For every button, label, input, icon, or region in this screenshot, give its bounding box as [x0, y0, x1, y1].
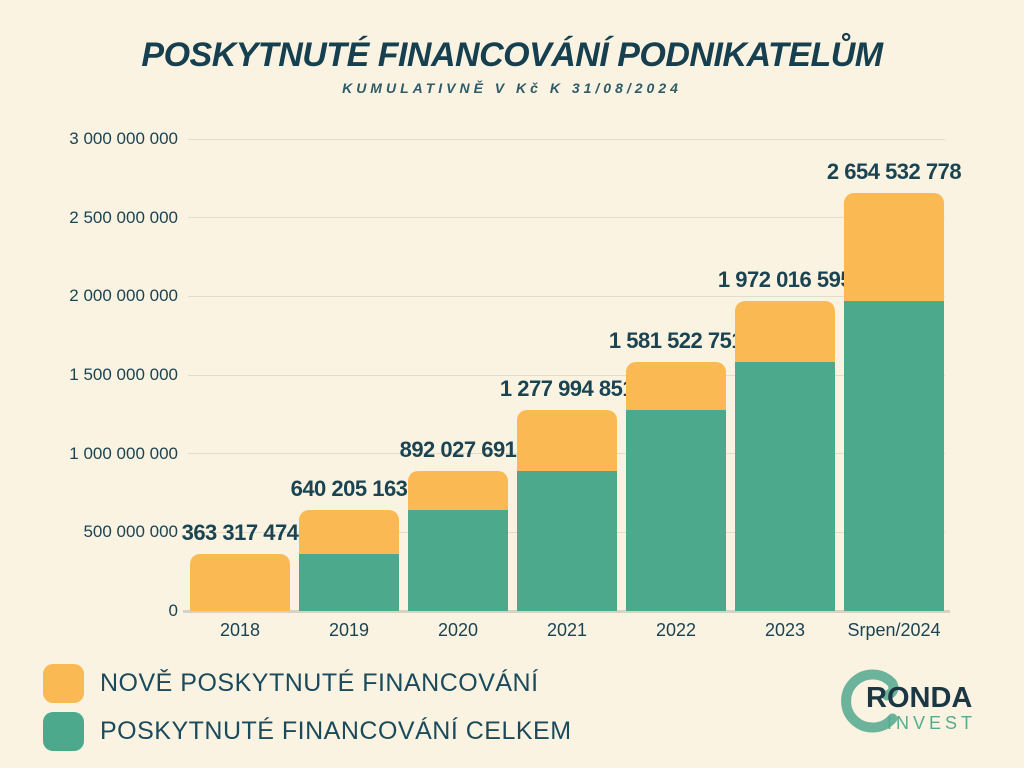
- gridline-2000000000: [188, 295, 945, 297]
- bar-value-label: 640 205 163: [290, 476, 408, 502]
- logo-subname: INVEST: [887, 713, 977, 733]
- x-axis-line: [183, 610, 950, 613]
- bar-group-2019: 640 205 163: [291, 139, 408, 611]
- legend-label-total-financing: POSKYTNUTÉ FINANCOVÁNÍ CELKEM: [100, 717, 572, 745]
- bar-segment-new-financing: [844, 193, 944, 301]
- bar-value-label: 1 972 016 595: [717, 266, 853, 292]
- legend: NOVĚ POSKYTNUTÉ FINANCOVÁNÍ POSKYTNUTÉ F…: [43, 664, 572, 760]
- gridline-2500000000: [188, 217, 945, 219]
- bar-group-2022: 1 581 522 751: [609, 139, 744, 611]
- y-axis: 0 500 000 000 1 000 000 000 1 500 000 000 2 …: [0, 129, 178, 620]
- gridline-1500000000: [188, 374, 945, 376]
- y-axis-tick-label: 1 000 000 000: [69, 443, 178, 463]
- y-axis-tick-label: 0: [168, 601, 178, 620]
- bar-group-2021: 1 277 994 851: [500, 139, 635, 611]
- bar-segment-new-financing: [626, 362, 726, 410]
- bar-group-2018: 363 317 474: [182, 139, 299, 611]
- chart-subtitle: KUMULATIVNĚ V Kč K 31/08/2024: [342, 80, 682, 96]
- y-axis-tick-label: 2 000 000 000: [69, 286, 178, 306]
- plot-area: 363 317 474 2018 640 205 163 2019 892 027 69…: [182, 138, 962, 640]
- y-axis-tick-label: 1 500 000 000: [69, 365, 178, 384]
- bar-segment-total-financing: [299, 553, 399, 611]
- bar-segment-new-financing: [517, 409, 617, 471]
- bar-segment-total-financing: [735, 362, 835, 611]
- legend-swatch-total-financing-icon: [43, 712, 84, 751]
- logo-name: RONDA: [866, 682, 973, 714]
- bar-segment-new-financing: [735, 300, 835, 363]
- legend-swatch-new-financing-icon: [43, 664, 84, 703]
- y-axis-tick-label: 2 500 000 000: [69, 207, 178, 227]
- bar-value-label: 363 317 474: [181, 519, 299, 545]
- bar-segment-total-financing: [844, 300, 944, 611]
- y-axis-tick-label: 500 000 000: [83, 522, 178, 542]
- bar-value-label: 1 277 994 851: [499, 375, 635, 401]
- bar-group-Srpen/2024: 2 654 532 778: [827, 139, 962, 611]
- logo-ronda-invest: RONDA INVEST: [836, 664, 1006, 744]
- y-axis-tick-label: 3 000 000 000: [69, 129, 178, 148]
- bar-group-2023: 1 972 016 595: [718, 139, 853, 611]
- bar-segment-total-financing: [626, 409, 726, 611]
- bar-segment-new-financing: [190, 553, 290, 611]
- chart-title: POSKYTNUTÉ FINANCOVÁNÍ PODNIKATELŮM: [141, 36, 883, 74]
- bar-segment-total-financing: [517, 470, 617, 611]
- legend-item-new-financing: NOVĚ POSKYTNUTÉ FINANCOVÁNÍ: [43, 664, 572, 703]
- bar-segment-new-financing: [299, 510, 399, 554]
- legend-label-new-financing: NOVĚ POSKYTNUTÉ FINANCOVÁNÍ: [100, 669, 539, 697]
- bar-value-label: 892 027 691: [399, 436, 517, 462]
- x-axis-label-Srpen/2024: Srpen/2024: [847, 620, 941, 640]
- bar-segment-new-financing: [408, 470, 508, 511]
- bar-group-2020: 892 027 691: [400, 139, 517, 611]
- x-axis-label-2021: 2021: [546, 620, 588, 640]
- gridline-3000000000: [188, 138, 945, 140]
- bar-segment-total-financing: [408, 510, 508, 611]
- x-axis-label-2019: 2019: [328, 620, 370, 640]
- bar-value-label: 1 581 522 751: [608, 328, 744, 354]
- bar-value-label: 2 654 532 778: [826, 159, 962, 185]
- x-axis-label-2020: 2020: [437, 620, 479, 640]
- logo-arc-icon: [841, 669, 899, 733]
- x-axis-label-2018: 2018: [219, 620, 261, 640]
- legend-item-total-financing: POSKYTNUTÉ FINANCOVÁNÍ CELKEM: [43, 712, 572, 751]
- x-axis-label-2023: 2023: [764, 620, 806, 640]
- x-axis-label-2022: 2022: [655, 620, 697, 640]
